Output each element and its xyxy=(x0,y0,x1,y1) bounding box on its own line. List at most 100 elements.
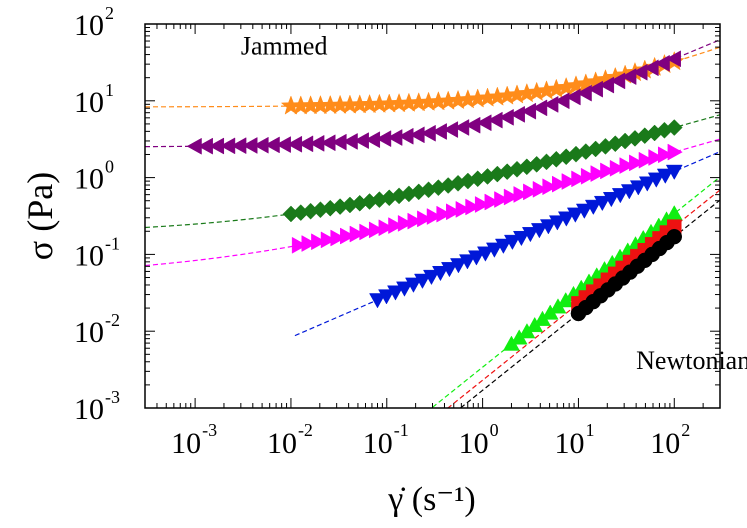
point-blue-down-triangles xyxy=(494,238,512,254)
point-purple-left-triangles xyxy=(487,111,503,129)
point-magenta-right-triangles xyxy=(667,143,683,161)
point-blue-down-triangles xyxy=(485,242,503,258)
point-blue-down-triangles xyxy=(530,223,548,239)
point-purple-left-triangles xyxy=(465,116,481,134)
point-magenta-right-triangles xyxy=(465,198,481,216)
y-tick-label: 10 xyxy=(74,86,104,119)
point-blue-down-triangles xyxy=(512,230,530,247)
point-blue-down-triangles xyxy=(414,273,431,289)
point-blue-down-triangles xyxy=(369,293,386,309)
x-tick-label-exponent: -2 xyxy=(298,420,313,440)
point-purple-left-triangles xyxy=(509,105,525,123)
point-magenta-right-triangles xyxy=(330,229,346,247)
annotations: Jammed Newtonian xyxy=(241,32,747,376)
point-blue-down-triangles xyxy=(647,172,665,188)
point-blue-down-triangles xyxy=(387,285,404,301)
y-tick-label: 10 xyxy=(74,9,104,42)
x-tick-label: 10 xyxy=(554,427,584,460)
point-magenta-right-triangles xyxy=(609,159,625,177)
point-magenta-right-triangles xyxy=(474,196,491,213)
x-tick-label-exponent: -1 xyxy=(394,420,409,440)
x-tick-label: 10 xyxy=(459,427,489,460)
point-magenta-right-triangles xyxy=(513,186,529,203)
point-magenta-right-triangles xyxy=(436,205,452,223)
y-tick-label-exponent: -1 xyxy=(105,233,120,253)
point-magenta-right-triangles xyxy=(349,225,365,243)
point-magenta-right-triangles xyxy=(503,188,520,206)
point-magenta-right-triangles xyxy=(407,212,423,230)
point-blue-down-triangles xyxy=(450,258,467,274)
point-blue-down-triangles xyxy=(441,262,458,278)
x-tick-label-exponent: 1 xyxy=(585,420,594,440)
point-magenta-right-triangles xyxy=(580,167,597,185)
point-blue-down-triangles xyxy=(629,180,647,196)
point-purple-left-triangles xyxy=(654,54,670,72)
point-magenta-right-triangles xyxy=(446,203,462,221)
point-blue-down-triangles xyxy=(566,207,584,223)
point-purple-left-triangles xyxy=(565,88,581,106)
y-tick-label: 10 xyxy=(74,163,104,196)
point-purple-left-triangles xyxy=(543,95,559,113)
point-magenta-right-triangles xyxy=(542,178,558,196)
point-blue-down-triangles xyxy=(521,227,539,243)
point-blue-down-triangles xyxy=(396,281,413,297)
plot-frame xyxy=(144,23,721,409)
annotation-label: Newtonian xyxy=(636,346,747,375)
point-magenta-right-triangles xyxy=(629,154,645,172)
point-blue-down-triangles xyxy=(602,192,620,208)
y-tick-label: 10 xyxy=(74,316,104,349)
point-blue-down-triangles xyxy=(656,168,674,184)
point-magenta-right-triangles xyxy=(397,214,414,232)
point-purple-left-triangles xyxy=(643,59,659,77)
point-purple-left-triangles xyxy=(632,63,648,81)
x-axis-label: γ̇ (s⁻¹) xyxy=(387,481,476,518)
point-magenta-right-triangles xyxy=(426,208,442,225)
point-purple-left-triangles xyxy=(587,80,603,98)
point-blue-down-triangles xyxy=(432,265,449,282)
point-magenta-right-triangles xyxy=(552,175,568,193)
point-magenta-right-triangles xyxy=(291,236,308,254)
y-tick-label-exponent: 1 xyxy=(105,80,114,100)
y-tick-label-exponent: 2 xyxy=(105,3,114,23)
x-tick-label-exponent: -3 xyxy=(202,420,217,440)
point-magenta-right-triangles xyxy=(648,149,664,166)
point-magenta-right-triangles xyxy=(523,183,539,201)
point-purple-left-triangles xyxy=(598,76,615,94)
point-purple-left-triangles xyxy=(454,119,470,136)
point-magenta-right-triangles xyxy=(455,200,471,218)
point-magenta-right-triangles xyxy=(561,173,577,190)
point-purple-left-triangles xyxy=(520,102,537,120)
x-tick-label-exponent: 0 xyxy=(490,420,499,440)
axis-ticks xyxy=(144,23,721,409)
markers xyxy=(186,50,685,351)
tick-labels: 10 -3 10 -2 10 -1 10 0 10 1 10 210 -310 -210 -110 010 11… xyxy=(74,3,690,460)
point-magenta-right-triangles xyxy=(600,162,616,180)
point-purple-left-triangles xyxy=(665,50,681,68)
point-blue-down-triangles xyxy=(593,195,611,212)
point-blue-down-triangles xyxy=(548,215,566,231)
point-blue-down-triangles xyxy=(620,184,638,200)
point-green-diamonds xyxy=(665,119,683,136)
point-blue-down-triangles xyxy=(423,269,440,286)
point-blue-down-triangles xyxy=(539,219,557,235)
point-magenta-right-triangles xyxy=(657,146,674,164)
point-magenta-right-triangles xyxy=(311,233,327,251)
x-tick-label: 10 xyxy=(171,427,201,460)
point-magenta-right-triangles xyxy=(590,165,606,183)
point-blue-down-triangles xyxy=(405,277,422,293)
point-magenta-right-triangles xyxy=(368,221,385,239)
point-magenta-right-triangles xyxy=(494,191,510,208)
point-black-circles xyxy=(666,228,683,245)
point-blue-down-triangles xyxy=(378,289,395,305)
point-magenta-right-triangles xyxy=(340,227,356,245)
point-blue-down-triangles xyxy=(638,176,656,192)
y-tick-label-exponent: 0 xyxy=(105,157,114,177)
point-magenta-right-triangles xyxy=(388,217,404,235)
point-magenta-right-triangles xyxy=(619,157,635,175)
y-tick-label: 10 xyxy=(74,239,104,272)
point-magenta-right-triangles xyxy=(359,223,375,241)
point-blue-down-triangles xyxy=(611,188,629,204)
point-blue-down-triangles xyxy=(557,211,575,227)
x-tick-label: 10 xyxy=(363,427,393,460)
